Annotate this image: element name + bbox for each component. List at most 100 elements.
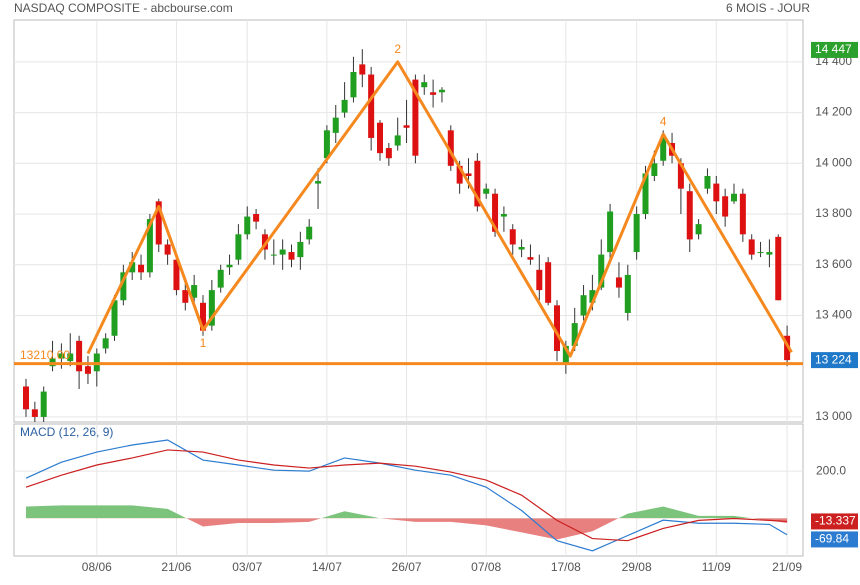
candle-body: [571, 323, 578, 346]
candle-body: [146, 219, 153, 273]
x-tick-label: 17/08: [551, 560, 581, 574]
y-tick-label: 13 000: [815, 409, 852, 423]
candle-body: [474, 160, 481, 207]
candle-body: [385, 148, 392, 159]
candle-body: [518, 246, 525, 250]
y-tick-label: 200.0: [816, 463, 846, 477]
candle-body: [368, 74, 375, 138]
candle-body: [377, 122, 383, 154]
candle-body: [695, 224, 702, 235]
chart-title: NASDAQ COMPOSITE - abcbourse.com: [14, 1, 233, 15]
pattern-label: 4: [660, 114, 667, 128]
candle-body: [686, 191, 693, 240]
candle-body: [279, 249, 286, 255]
candle-body: [226, 264, 233, 268]
price-badge: [811, 41, 858, 58]
candle-body: [598, 254, 605, 288]
candle-body: [483, 188, 490, 194]
candle-body: [447, 130, 454, 166]
candle-body: [784, 335, 791, 361]
x-tick-label: 08/06: [82, 560, 112, 574]
y-tick-label: 13 400: [815, 308, 852, 322]
x-tick-label: 21/06: [161, 560, 191, 574]
candle-body: [217, 269, 224, 288]
candle-body: [182, 290, 189, 303]
candle-body: [288, 252, 295, 260]
candle-body: [235, 234, 242, 260]
candle-body: [766, 252, 773, 255]
pattern-label: 1: [200, 336, 207, 350]
candle-body: [748, 239, 755, 255]
candle-body: [775, 236, 782, 301]
candle-body: [704, 175, 711, 189]
candle-body: [412, 79, 419, 156]
pattern-label: 2: [394, 42, 401, 56]
candle-body: [253, 214, 260, 222]
candle-body: [438, 89, 445, 93]
chart-subtitle: 6 MOIS - JOUR: [726, 1, 810, 15]
candle-body: [713, 183, 720, 202]
histogram-positive: [26, 505, 752, 519]
candle-body: [164, 244, 171, 255]
candle-body: [40, 391, 47, 417]
candle-body: [359, 64, 366, 75]
candle-body: [200, 302, 206, 331]
candle-body: [456, 165, 463, 184]
macd-line: [25, 449, 788, 542]
macd-badge-label: -69.84: [815, 532, 849, 546]
macd-title: MACD (12, 26, 9): [20, 425, 113, 439]
price-badge-label: 14 447: [815, 42, 852, 56]
candle-body: [554, 305, 560, 351]
candle-body: [580, 295, 587, 316]
candle-body: [642, 173, 649, 215]
candle-body: [173, 259, 180, 291]
y-tick-label: 13 800: [815, 206, 852, 220]
candle-body: [562, 345, 569, 364]
price-panel: [13, 19, 804, 423]
x-tick-label: 03/07: [232, 560, 262, 574]
candle-body: [341, 99, 348, 113]
macd-panel: [13, 423, 804, 557]
candle-body: [660, 137, 667, 161]
candle-body: [615, 277, 622, 288]
candle-body: [731, 193, 737, 202]
candle-body: [138, 264, 145, 273]
candle-body: [244, 216, 251, 235]
candle-body: [350, 71, 357, 98]
candle-body: [500, 214, 507, 217]
candle-body: [67, 353, 74, 362]
x-tick-label: 29/08: [622, 560, 652, 574]
candle-body: [757, 252, 764, 254]
candle-body: [465, 173, 472, 176]
candle-body: [84, 366, 91, 374]
candle-body: [624, 274, 631, 313]
macd-badge: [811, 531, 858, 548]
candle-body: [155, 201, 162, 245]
candle-body: [191, 285, 198, 298]
candle-body: [722, 196, 729, 217]
candle-body: [261, 234, 268, 250]
candle-body: [111, 300, 118, 336]
candle-body: [76, 340, 83, 372]
y-tick-label: 14 000: [815, 155, 852, 169]
candle-body: [102, 338, 109, 349]
macd-badge: [811, 513, 858, 530]
candle-body: [403, 125, 410, 128]
candle-body: [527, 257, 534, 260]
x-tick-label: 14/07: [312, 560, 342, 574]
candle-body: [492, 193, 499, 232]
candle-body: [120, 272, 127, 301]
candle-body: [651, 163, 658, 176]
candle-body: [297, 241, 304, 258]
candle-body: [31, 409, 38, 417]
x-tick-label: 21/09: [772, 560, 802, 574]
candle-body: [315, 181, 322, 184]
candle-body: [394, 135, 401, 146]
candle-body: [208, 290, 215, 326]
macd-badge-label: -13.337: [815, 514, 856, 528]
candle-body: [270, 254, 277, 256]
candle-body: [129, 262, 136, 273]
candle-body: [739, 193, 746, 235]
candle-body: [633, 214, 640, 253]
